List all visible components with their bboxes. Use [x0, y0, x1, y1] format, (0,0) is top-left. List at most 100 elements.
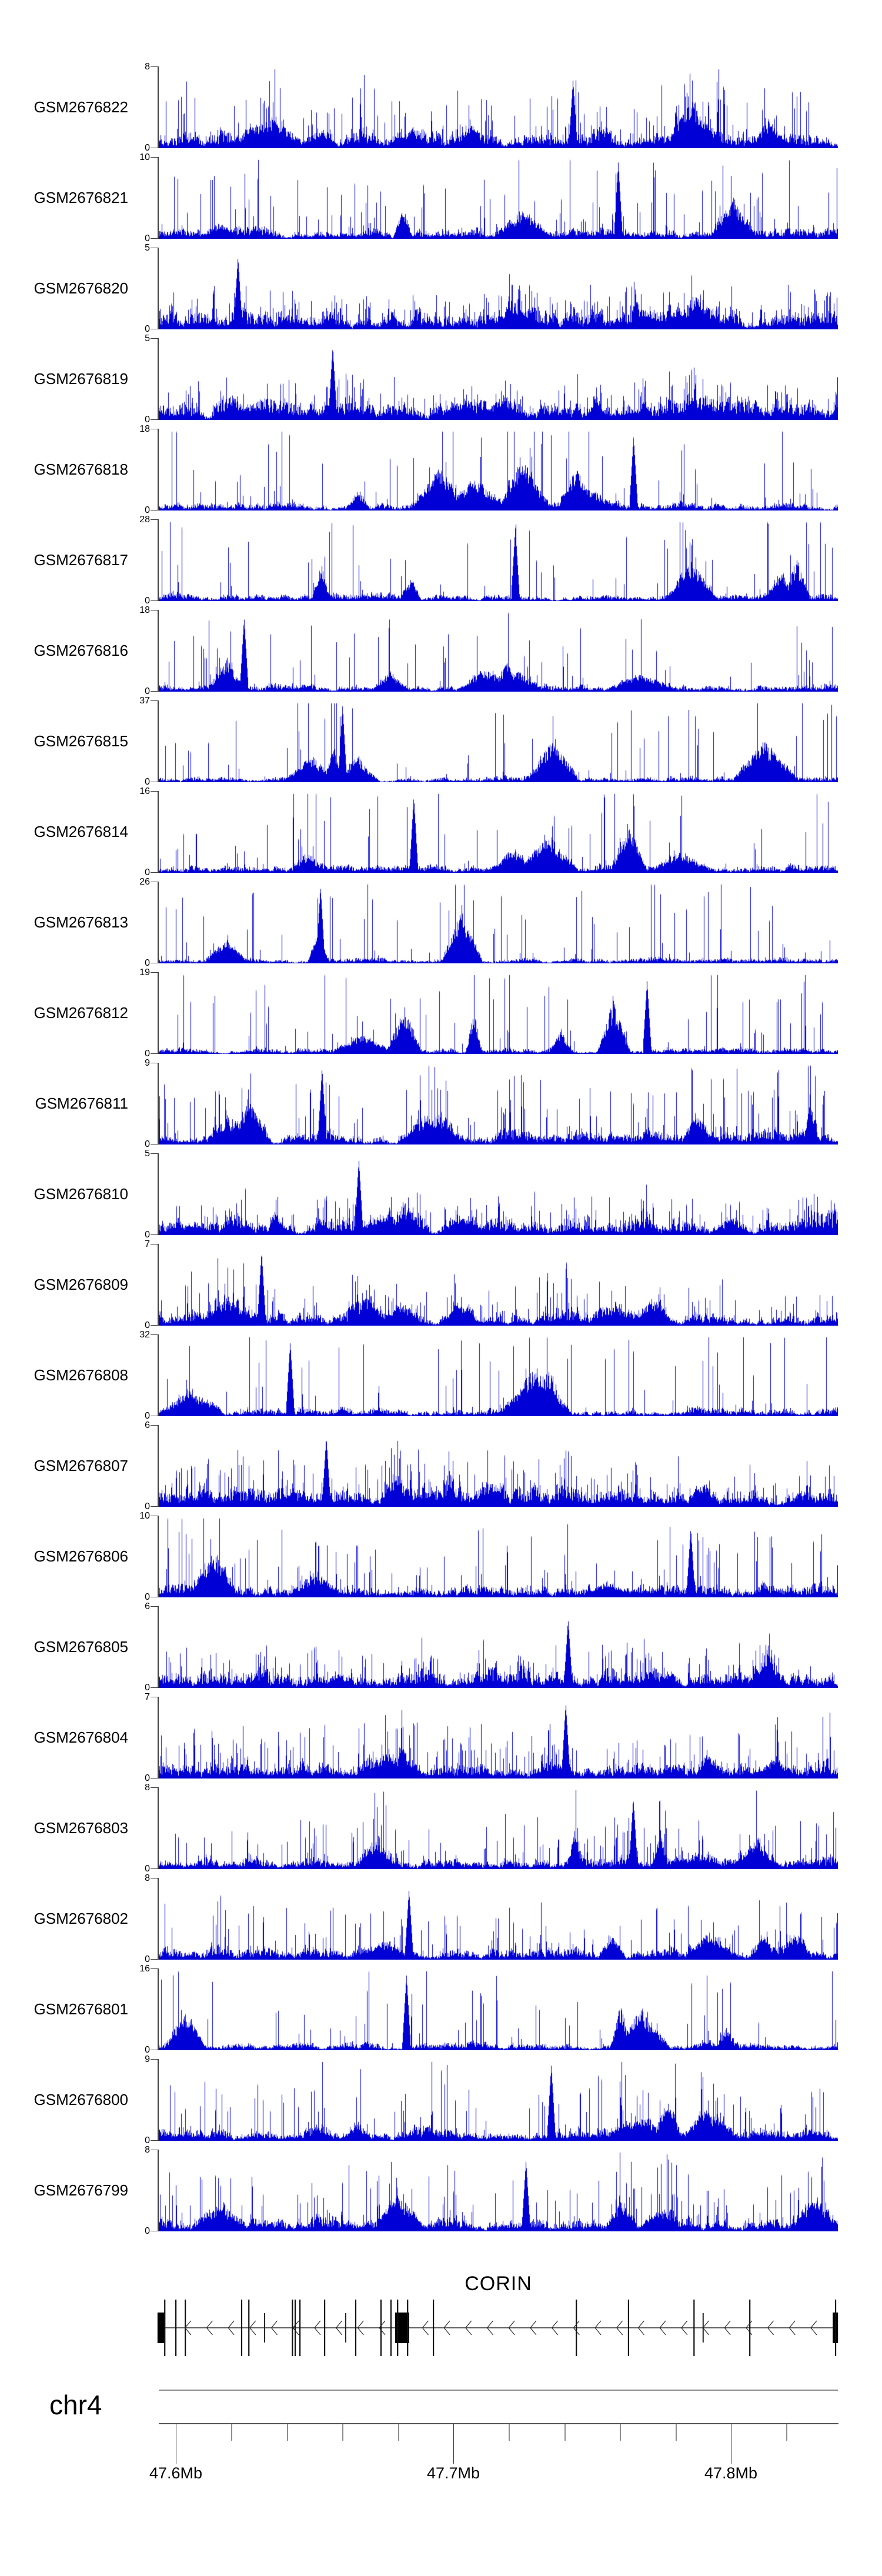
track-ymin-label: 0: [145, 2135, 150, 2145]
gene-exon-tall-line: [164, 2300, 166, 2356]
track-signal-canvas: [159, 429, 838, 510]
strand-direction-chevron-left: [637, 2320, 644, 2335]
track-signal-canvas: [159, 700, 838, 782]
track-signal-canvas: [159, 1516, 838, 1597]
track-ymin-label: 0: [145, 1230, 150, 1240]
gene-model-track: [157, 2300, 838, 2356]
track-signal-canvas: [159, 1697, 838, 1778]
track-ymin-label: 0: [145, 415, 150, 425]
gene-exon-tall-line: [299, 2300, 301, 2356]
axis-minor-tick: [509, 2424, 510, 2441]
axis-top-separator-line: [159, 2390, 838, 2391]
track-ymax-label: 37: [139, 696, 150, 706]
strand-direction-chevron-left: [249, 2320, 256, 2335]
gene-exon-tall-line: [407, 2300, 409, 2356]
axis-minor-tick: [620, 2424, 622, 2441]
track-yaxis-tick: [151, 1968, 158, 1969]
track-signal-canvas: [159, 2059, 838, 2141]
track-sample-label: GSM2676800: [34, 2091, 128, 2108]
gene-exon-tall-line: [292, 2300, 293, 2356]
track-yaxis-tick: [151, 157, 158, 158]
strand-direction-chevron-left: [465, 2320, 472, 2335]
gene-exon-tall-line: [433, 2300, 435, 2356]
gene-exon-tall-line: [355, 2300, 357, 2356]
track-sample-label: GSM2676799: [34, 2181, 128, 2199]
track-yaxis-tick: [151, 1053, 158, 1054]
track-sample-label: GSM2676801: [34, 2000, 128, 2018]
track-ymax-label: 7: [145, 1239, 150, 1249]
axis-minor-tick: [675, 2424, 677, 2441]
strand-direction-chevron-left: [508, 2320, 515, 2335]
track-ymax-label: 19: [139, 967, 150, 977]
track-ymin-label: 0: [145, 1592, 150, 1602]
track-yaxis-tick: [151, 2059, 158, 2060]
track-signal-canvas: [159, 972, 838, 1054]
track-signal-canvas: [159, 1334, 838, 1416]
track-ymin-label: 0: [145, 1954, 150, 1964]
track-sample-label: GSM2676822: [34, 98, 128, 116]
track-ymin-label: 0: [145, 1139, 150, 1149]
strand-direction-chevron-left: [379, 2320, 386, 2335]
track-yaxis-line: [158, 1244, 159, 1326]
track-ymin-label: 0: [145, 1683, 150, 1693]
track-ymin-label: 0: [145, 143, 150, 153]
track-ymin-label: 0: [145, 686, 150, 696]
track-sample-label: GSM2676812: [34, 1004, 128, 1022]
track-yaxis-line: [158, 1063, 159, 1144]
track-yaxis-tick: [151, 338, 158, 339]
gene-exon-tall-line: [323, 2300, 326, 2356]
strand-direction-chevron-left: [206, 2320, 213, 2335]
track-signal-canvas: [159, 1968, 838, 2050]
gene-exon-short-line: [345, 2313, 346, 2343]
track-yaxis-line: [158, 338, 159, 420]
strand-direction-chevron-left: [810, 2320, 817, 2335]
axis-minor-tick: [786, 2424, 788, 2441]
strand-direction-chevron-left: [789, 2320, 796, 2335]
track-ymax-label: 9: [145, 2054, 150, 2064]
strand-direction-chevron-left: [746, 2320, 753, 2335]
track-ymin-label: 0: [145, 2226, 150, 2236]
track-yaxis-tick: [151, 1606, 158, 1607]
track-yaxis-line: [158, 1516, 159, 1597]
strand-direction-chevron-left: [357, 2320, 364, 2335]
track-ymax-label: 32: [139, 1330, 150, 1340]
strand-direction-chevron-left: [422, 2320, 429, 2335]
track-signal-canvas: [159, 1063, 838, 1144]
track-sample-label: GSM2676821: [34, 189, 128, 206]
track-yaxis-line: [158, 610, 159, 692]
track-yaxis-tick: [151, 419, 158, 420]
strand-direction-chevron-left: [616, 2320, 623, 2335]
track-yaxis-tick: [151, 1334, 158, 1335]
track-yaxis-line: [158, 1153, 159, 1235]
track-yaxis-line: [158, 972, 159, 1054]
strand-direction-chevron-left: [767, 2320, 774, 2335]
track-sample-label: GSM2676808: [34, 1366, 128, 1384]
track-yaxis-tick: [151, 1868, 158, 1869]
track-signal-canvas: [159, 157, 838, 239]
chromosome-label: chr4: [49, 2390, 102, 2420]
track-yaxis-line: [158, 1425, 159, 1507]
track-signal-canvas: [159, 1606, 838, 1688]
gene-exon-tall-line: [294, 2300, 296, 2356]
gene-title: CORIN: [465, 2273, 532, 2295]
track-yaxis-tick: [151, 1153, 158, 1154]
track-ymax-label: 6: [145, 1601, 150, 1611]
track-ymin-label: 0: [145, 596, 150, 606]
strand-direction-chevron-left: [681, 2320, 688, 2335]
track-yaxis-tick: [151, 691, 158, 692]
track-ymax-label: 18: [139, 605, 150, 615]
axis-minor-tick: [342, 2424, 344, 2441]
track-yaxis-tick: [151, 600, 158, 601]
track-yaxis-tick: [151, 791, 158, 792]
track-yaxis-line: [158, 1334, 159, 1416]
track-signal-canvas: [159, 2150, 838, 2231]
track-yaxis-line: [158, 1968, 159, 2050]
track-sample-label: GSM2676817: [34, 551, 128, 569]
track-ymax-label: 5: [145, 333, 150, 343]
track-sample-label: GSM2676814: [34, 823, 128, 840]
track-yaxis-tick: [151, 872, 158, 873]
track-yaxis-line: [158, 2150, 159, 2231]
strand-direction-chevron-left: [292, 2320, 299, 2335]
gene-exon-tall-line: [834, 2300, 837, 2356]
track-signal-canvas: [159, 610, 838, 692]
